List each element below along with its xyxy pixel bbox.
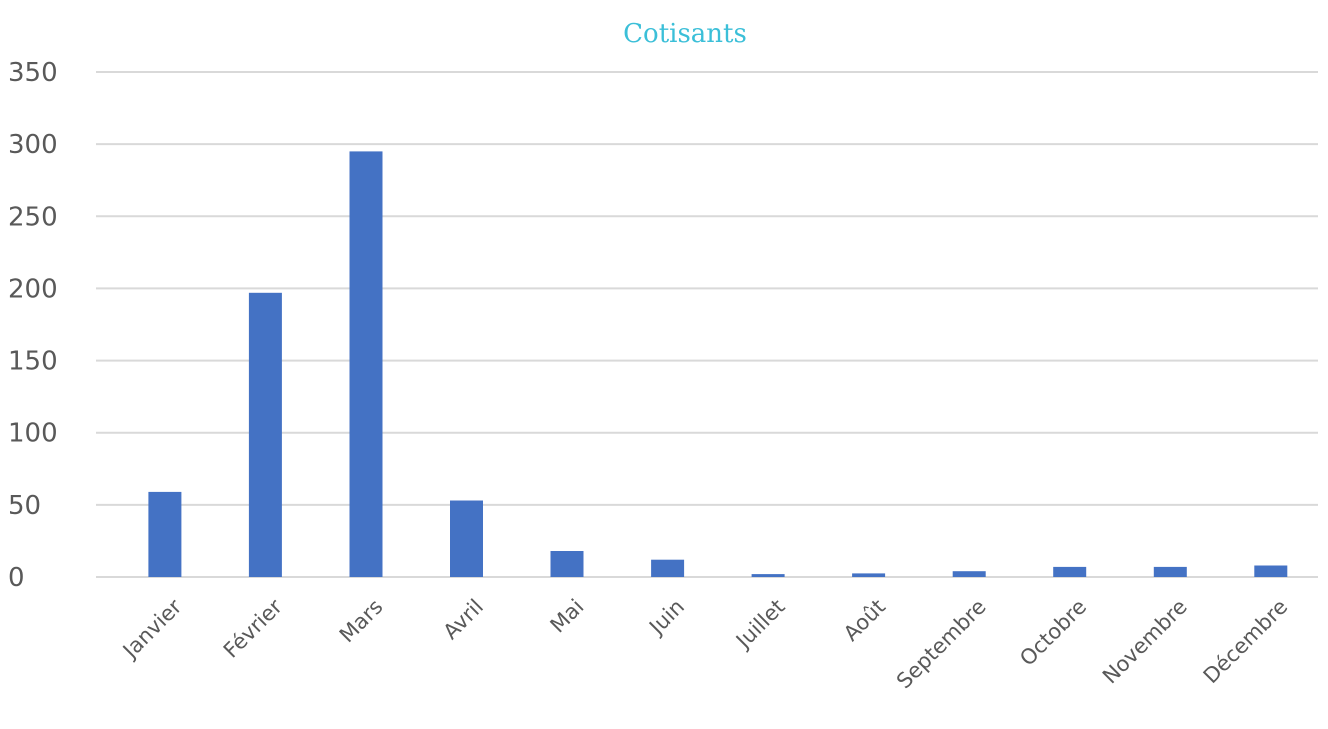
bar-août bbox=[852, 573, 886, 577]
bar-décembre bbox=[1254, 565, 1288, 577]
bar-juillet bbox=[751, 574, 785, 577]
y-tick-label: 200 bbox=[8, 274, 58, 304]
x-tick-label: Mai bbox=[546, 595, 589, 638]
bar-septembre bbox=[952, 571, 986, 577]
y-tick-label: 0 bbox=[8, 563, 25, 593]
x-tick-label: Février bbox=[219, 594, 287, 662]
bar-avril bbox=[450, 500, 483, 577]
y-tick-label: 100 bbox=[8, 419, 58, 449]
y-tick-label: 300 bbox=[8, 130, 58, 160]
bar-novembre bbox=[1153, 566, 1187, 577]
x-tick-label: Août bbox=[839, 595, 890, 646]
x-tick-label: Septembre bbox=[892, 595, 991, 694]
bar-février bbox=[248, 292, 282, 577]
x-tick-label: Décembre bbox=[1199, 595, 1293, 689]
bar-octobre bbox=[1053, 566, 1087, 577]
x-tick-label: Avril bbox=[439, 595, 488, 644]
x-tick-label: Octobre bbox=[1015, 595, 1091, 671]
x-tick-label: Juin bbox=[643, 595, 689, 641]
x-tick-label: Juillet bbox=[730, 595, 790, 655]
x-tick-label: Mars bbox=[335, 595, 388, 648]
x-axis-tick-labels: Janvier Février Mars Avril Mai Juin Juillet Aoû… bbox=[117, 594, 1292, 693]
y-tick-label: 50 bbox=[8, 491, 41, 521]
bar-mars bbox=[349, 151, 383, 577]
bar-mai bbox=[550, 551, 584, 577]
y-tick-label: 250 bbox=[8, 202, 58, 232]
bar-janvier bbox=[148, 491, 182, 577]
x-tick-label: Novembre bbox=[1098, 595, 1192, 689]
gridlines bbox=[96, 71, 1318, 578]
bar-juin bbox=[651, 559, 685, 577]
y-tick-label: 350 bbox=[8, 58, 58, 88]
bars bbox=[148, 151, 1288, 577]
chart-title: Cotisants bbox=[623, 19, 747, 49]
y-axis-tick-labels: 0 50 100 150 200 250 300 350 bbox=[8, 58, 58, 593]
y-tick-label: 150 bbox=[8, 347, 58, 377]
x-tick-label: Janvier bbox=[117, 594, 187, 664]
